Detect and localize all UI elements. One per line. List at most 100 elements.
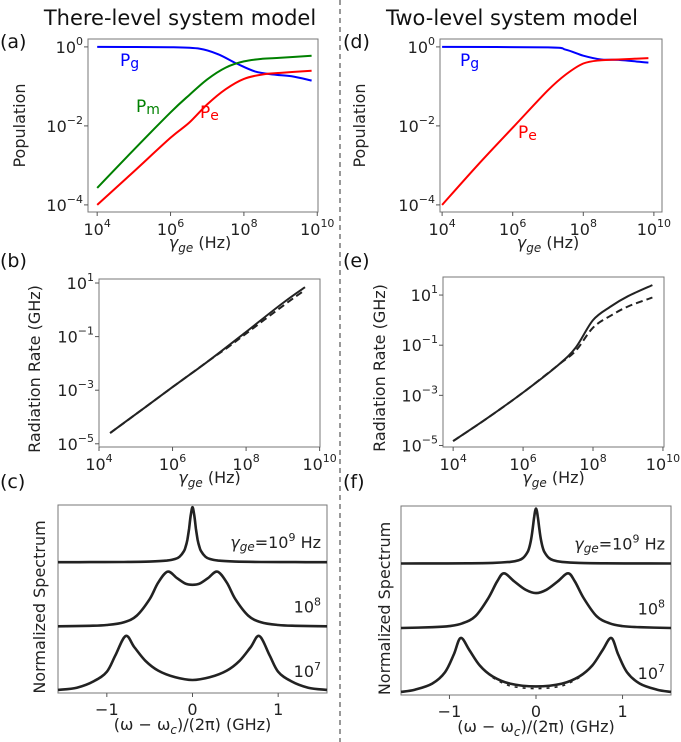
chart-panel-c: Normalized Spectrum−1 0 1(ω − ωc)/(2π) (GH… [30, 504, 328, 737]
tick-base: 10 [159, 455, 179, 474]
tick-base: 10 [401, 436, 421, 455]
tick-exponent: 0 [428, 35, 435, 48]
tick-exponent: 4 [460, 452, 467, 465]
tick-exponent: 1 [431, 283, 438, 296]
x-tick-label: 108 [579, 452, 606, 474]
x-tick-label: 0 [187, 700, 197, 719]
panel-label-b: (b) [0, 250, 27, 272]
series-line-Pe [96, 69, 312, 206]
tick-exponent: 0 [76, 35, 83, 48]
gamma-unit: (Hz) [547, 468, 585, 487]
tick-exponent: 8 [253, 452, 260, 465]
gamma-subscript: ge [526, 241, 541, 255]
label-exponent: 7 [658, 662, 665, 675]
tick-exponent: 4 [449, 217, 456, 230]
label-main: P [120, 51, 130, 71]
series-label-Pg: Pg [460, 51, 479, 72]
label-subscript: g [470, 56, 479, 72]
label-base: 10 [638, 599, 658, 618]
chart-panel-f: Normalized Spectrum−1 0 1(ω − ωc)/(2π) (GH… [375, 505, 672, 739]
panel-label-e: (e) [343, 250, 370, 272]
tick-exponent: 1 [87, 271, 94, 284]
label-subscript: c [514, 725, 521, 739]
spectrum-line-10-9-Hz [57, 505, 328, 564]
x-tick-label: 104 [85, 452, 112, 474]
spectrum-annotation: 107 [294, 660, 321, 681]
tick-base: 10 [408, 38, 428, 57]
tick-base: 10 [401, 386, 421, 405]
label-subscript: m [146, 102, 160, 118]
gamma-subscript: ge [178, 241, 193, 255]
label-post: )/(2π) (GHz) [520, 717, 614, 736]
panel-label-f: (f) [343, 471, 365, 493]
gamma-subscript: ge [240, 540, 255, 554]
spectrum-line-10-8 [400, 571, 672, 630]
tick-exponent: 8 [600, 452, 607, 465]
x-tick-label: 108 [232, 452, 259, 474]
y-axis-label: Normalized Spectrum [375, 522, 394, 695]
tick-exponent: 10 [320, 217, 334, 230]
spectrum-annotation: 108 [638, 597, 665, 618]
x-axis-label: (ω − ωc)/(2π) (GHz) [457, 717, 615, 739]
tick-base: 10 [46, 196, 66, 215]
series-line-Pe [441, 57, 649, 206]
spectrum-annotation: 108 [294, 596, 321, 617]
x-tick-label: 1 [617, 702, 627, 721]
label-pre: (ω − ω [114, 715, 171, 734]
spectrum-line-10-7 [400, 636, 672, 694]
label-exponent: 8 [314, 596, 321, 609]
tick-exponent: −2 [67, 114, 83, 127]
label-subscript: e [528, 128, 537, 144]
label-exponent: 9 [288, 531, 295, 544]
tick-base: 10 [439, 455, 459, 474]
gamma-subscript: ge [532, 476, 547, 490]
label-subscript: c [170, 723, 177, 737]
label-base: 10 [294, 598, 314, 617]
y-axis-label: Radiation Rate (GHz) [370, 284, 389, 452]
x-tick-label: 106 [509, 452, 536, 474]
y-tick-label: 10−4 [46, 193, 83, 215]
label-post: )/(2π) (GHz) [177, 715, 271, 734]
tick-base: 10 [637, 220, 657, 239]
tick-base: 10 [46, 117, 66, 136]
tick-exponent: −5 [422, 433, 438, 446]
tick-exponent: 4 [106, 452, 113, 465]
tick-base: 10 [56, 38, 76, 57]
tick-base: 10 [300, 220, 320, 239]
tick-exponent: 10 [666, 452, 680, 465]
series-label-Pe: Pe [518, 123, 537, 144]
y-tick-label: 10−3 [401, 383, 438, 405]
x-tick-label: 1010 [302, 452, 336, 474]
tick-base: 10 [57, 435, 77, 454]
x-tick-label: 106 [499, 217, 526, 239]
tick-base: 10 [85, 455, 105, 474]
y-tick-label: 10−1 [57, 325, 94, 347]
x-tick-label: 106 [159, 452, 186, 474]
label-exponent: 8 [658, 597, 665, 610]
label-eq: =10 [255, 533, 289, 552]
tick-base: 10 [302, 455, 322, 474]
tick-base: 10 [646, 455, 666, 474]
tick-exponent: −3 [422, 383, 438, 396]
tick-exponent: 10 [323, 452, 337, 465]
label-subscript: e [210, 108, 219, 124]
y-tick-label: 10−4 [398, 193, 435, 215]
label-unit: Hz [639, 535, 665, 554]
gamma-subscript: ge [584, 542, 599, 556]
tick-exponent: −5 [78, 432, 94, 445]
y-tick-label: 10−1 [401, 333, 438, 355]
label-main: P [460, 51, 470, 71]
gamma-symbol: γ [178, 468, 189, 487]
gamma-symbol: γ [230, 533, 241, 552]
tick-exponent: 8 [251, 217, 258, 230]
spectrum-annotation: γge=109 Hz [230, 531, 321, 554]
x-tick-label: 106 [157, 217, 184, 239]
tick-base: 10 [398, 117, 418, 136]
tick-exponent: −1 [78, 325, 94, 338]
tick-base: 10 [411, 286, 431, 305]
y-axis-label: Radiation Rate (GHz) [25, 285, 44, 453]
series-line-dashed [452, 296, 653, 442]
tick-base: 10 [398, 196, 418, 215]
y-tick-label: 10−5 [401, 433, 438, 455]
y-tick-label: 10−2 [46, 114, 83, 136]
